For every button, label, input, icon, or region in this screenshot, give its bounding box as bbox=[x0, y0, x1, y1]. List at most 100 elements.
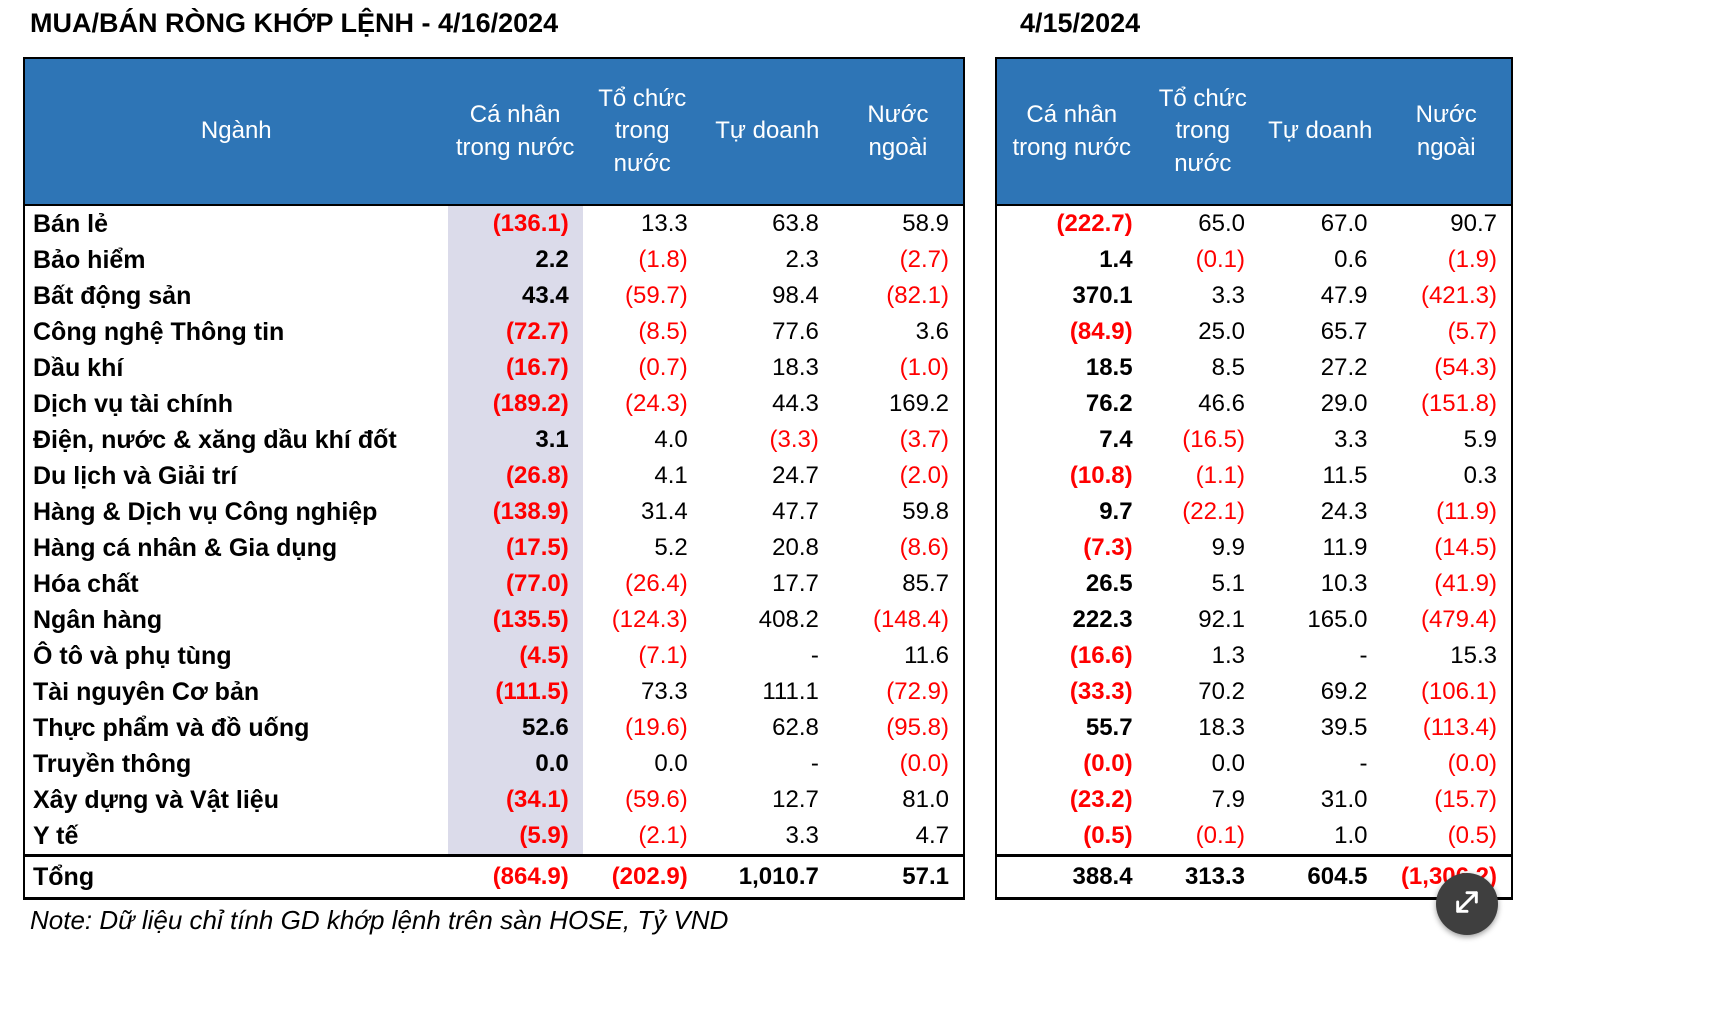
value-cell: (24.3) bbox=[625, 390, 688, 417]
value-cell: (3.3) bbox=[769, 426, 819, 453]
page-title: MUA/BÁN RÒNG KHỚP LỆNH - 4/16/2024 bbox=[30, 8, 559, 38]
table-row: 26.5 5.1 10.3 (41.9) bbox=[996, 566, 1512, 602]
value-cell: 408.2 bbox=[758, 606, 819, 633]
value-cell: 0.0 bbox=[1211, 750, 1245, 777]
value-cell: (1.0) bbox=[899, 354, 949, 381]
total-row: Tổng (864.9) (202.9) 1,010.7 57.1 bbox=[24, 854, 964, 899]
value-cell: (1.9) bbox=[1447, 246, 1497, 273]
value-cell: - bbox=[1359, 750, 1368, 777]
value-cell: (0.5) bbox=[1447, 822, 1497, 849]
table-row: 222.3 92.1 165.0 (479.4) bbox=[996, 602, 1512, 638]
value-cell: 1.0 bbox=[1334, 822, 1368, 849]
table-row: Tài nguyên Cơ bản (111.5) 73.3 111.1 (72.9) bbox=[24, 674, 964, 710]
expand-button[interactable] bbox=[1436, 873, 1498, 935]
value-cell: (59.6) bbox=[625, 786, 688, 813]
column-header-proprietary: Tự doanh bbox=[701, 58, 833, 205]
industry-label: Bán lẻ bbox=[33, 209, 109, 238]
value-cell: 5.2 bbox=[654, 534, 688, 561]
value-cell: 4.1 bbox=[654, 462, 688, 489]
value-cell: 13.3 bbox=[641, 210, 688, 237]
value-cell: 11.6 bbox=[904, 642, 949, 669]
value-cell: (16.7) bbox=[447, 350, 583, 386]
industry-label: Tài nguyên Cơ bản bbox=[33, 677, 260, 706]
right-table-body: (222.7) 65.0 67.0 90.7 1.4 (0.1) 0.6 (1.9) 370.1… bbox=[996, 205, 1512, 899]
value-cell: 31.0 bbox=[1320, 786, 1368, 813]
table-row: 370.1 3.3 47.9 (421.3) bbox=[996, 278, 1512, 314]
value-cell: 44.3 bbox=[772, 390, 819, 417]
value-cell: (864.9) bbox=[447, 854, 583, 899]
value-cell: 15.3 bbox=[1450, 642, 1497, 669]
value-cell: (4.5) bbox=[447, 638, 583, 674]
value-cell: (10.8) bbox=[1069, 462, 1133, 489]
industry-label: Ô tô và phụ tùng bbox=[33, 641, 232, 670]
value-cell: (33.3) bbox=[1069, 678, 1133, 705]
net-flow-table-4-15: Cá nhân trong nước Tổ chức trong nước Tự… bbox=[995, 57, 1513, 900]
industry-label: Hàng & Dịch vụ Công nghiệp bbox=[33, 497, 378, 526]
value-cell: (17.5) bbox=[447, 530, 583, 566]
table-row: Du lịch và Giải trí (26.8) 4.1 24.7 (2.0) bbox=[24, 458, 964, 494]
value-cell: (151.8) bbox=[1420, 390, 1497, 417]
table-row: 76.2 46.6 29.0 (151.8) bbox=[996, 386, 1512, 422]
table-row: Thực phẩm và đồ uống 52.6 (19.6) 62.8 (95.8) bbox=[24, 710, 964, 746]
value-cell: 3.3 bbox=[1334, 426, 1368, 453]
industry-label: Hóa chất bbox=[33, 569, 139, 598]
table-row: Điện, nước & xăng dầu khí đốt 3.1 4.0 (3.3)… bbox=[24, 422, 964, 458]
table-row: 1.4 (0.1) 0.6 (1.9) bbox=[996, 242, 1512, 278]
value-cell: (124.3) bbox=[611, 606, 688, 633]
table-row: 55.7 18.3 39.5 (113.4) bbox=[996, 710, 1512, 746]
value-cell: (26.4) bbox=[625, 570, 688, 597]
header-row: Cá nhân trong nước Tổ chức trong nước Tự… bbox=[996, 58, 1512, 205]
value-cell: 0.0 bbox=[447, 746, 583, 782]
value-cell: (11.9) bbox=[1436, 498, 1497, 525]
column-header-industry: Ngành bbox=[24, 58, 448, 205]
value-cell: (72.7) bbox=[447, 314, 583, 350]
value-cell: (3.7) bbox=[899, 426, 949, 453]
column-header-institution: Tổ chức trong nước bbox=[1146, 58, 1259, 205]
value-cell: 3.6 bbox=[915, 318, 949, 345]
value-cell: 52.6 bbox=[447, 710, 583, 746]
value-cell: 2.3 bbox=[785, 246, 819, 273]
table-row: 7.4 (16.5) 3.3 5.9 bbox=[996, 422, 1512, 458]
value-cell: (7.1) bbox=[638, 642, 688, 669]
value-cell: 24.3 bbox=[1320, 498, 1368, 525]
value-cell: 73.3 bbox=[641, 678, 688, 705]
value-cell: - bbox=[1359, 642, 1368, 669]
value-cell: (23.2) bbox=[1069, 786, 1133, 813]
value-cell: 12.7 bbox=[772, 786, 819, 813]
column-header-foreign: Nước ngoài bbox=[832, 58, 964, 205]
table-row: Bán lẻ (136.1) 13.3 63.8 58.9 bbox=[24, 205, 964, 242]
value-cell: 388.4 bbox=[996, 854, 1147, 899]
value-cell: 62.8 bbox=[772, 714, 819, 741]
net-flow-table-4-16: Ngành Cá nhân trong nước Tổ chức trong n… bbox=[23, 57, 965, 900]
industry-label: Du lịch và Giải trí bbox=[33, 461, 238, 490]
table-row: Y tế (5.9) (2.1) 3.3 4.7 bbox=[24, 818, 964, 856]
value-cell: 165.0 bbox=[1307, 606, 1368, 633]
left-table-body: Bán lẻ (136.1) 13.3 63.8 58.9 Bảo hiểm 2.2 (1.8… bbox=[24, 205, 964, 899]
value-cell: (8.6) bbox=[899, 534, 949, 561]
table-row: (0.0) 0.0 - (0.0) bbox=[996, 746, 1512, 782]
value-cell: (2.1) bbox=[638, 822, 688, 849]
value-cell: 0.3 bbox=[1463, 462, 1497, 489]
value-cell: 3.3 bbox=[1211, 282, 1245, 309]
value-cell: 11.9 bbox=[1322, 534, 1368, 561]
industry-label: Y tế bbox=[33, 821, 79, 850]
value-cell: (0.0) bbox=[899, 750, 949, 777]
value-cell: (22.1) bbox=[1182, 498, 1245, 525]
industry-label: Truyền thông bbox=[33, 749, 192, 778]
value-cell: 76.2 bbox=[1085, 390, 1133, 417]
value-cell: 43.4 bbox=[447, 278, 583, 314]
value-cell: (59.7) bbox=[625, 282, 688, 309]
column-header-proprietary: Tự doanh bbox=[1259, 58, 1382, 205]
value-cell: (15.7) bbox=[1434, 786, 1497, 813]
value-cell: (95.8) bbox=[886, 714, 949, 741]
table-row: (23.2) 7.9 31.0 (15.7) bbox=[996, 782, 1512, 818]
value-cell: 313.3 bbox=[1146, 854, 1259, 899]
value-cell: (0.1) bbox=[1195, 822, 1245, 849]
industry-label: Xây dựng và Vật liệu bbox=[33, 785, 279, 814]
value-cell: 31.4 bbox=[641, 498, 688, 525]
value-cell: (0.7) bbox=[638, 354, 688, 381]
value-cell: 47.9 bbox=[1320, 282, 1368, 309]
value-cell: (41.9) bbox=[1434, 570, 1497, 597]
value-cell: 1,010.7 bbox=[701, 854, 833, 899]
